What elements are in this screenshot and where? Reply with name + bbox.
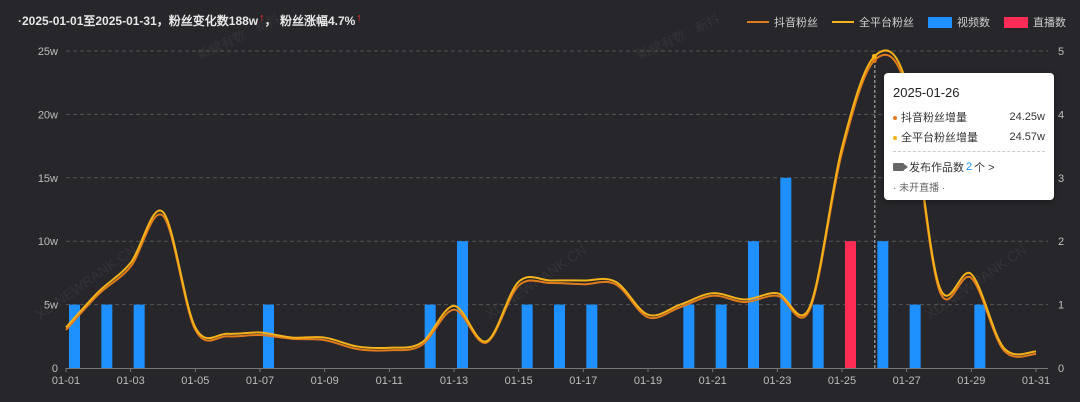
legend-swatch [928, 16, 952, 28]
bar-video[interactable] [974, 304, 986, 368]
tooltip-row-all-platform: 全平台粉丝增量 24.57w [893, 129, 1045, 145]
x-tick-label: 01-01 [52, 375, 80, 387]
x-tick-label: 01-21 [699, 375, 727, 387]
legend-label: 视频数 [957, 17, 990, 29]
bar-video[interactable] [909, 304, 921, 368]
chart-tooltip: 2025-01-26 抖音粉丝增量 24.25w 全平台粉丝增量 24.57w … [884, 73, 1054, 200]
y-left-tick-label: 5w [44, 300, 58, 312]
legend-label: 全平台粉丝 [859, 17, 914, 29]
y-right-tick-label: 5 [1058, 46, 1064, 58]
tooltip-row-douyin: 抖音粉丝增量 24.25w [893, 109, 1045, 125]
summary-sep: ， 粉丝涨幅 [264, 14, 328, 28]
x-tick-label: 01-15 [505, 375, 533, 387]
bar-video[interactable] [748, 241, 759, 368]
y-left-tick-label: 15w [38, 173, 58, 185]
bar-video[interactable] [715, 304, 727, 368]
tooltip-row-label: 抖音粉丝增量 [901, 112, 967, 124]
legend-label: 抖音粉丝 [774, 17, 818, 29]
bar-video[interactable] [877, 241, 889, 368]
tooltip-divider [893, 151, 1045, 152]
series-dot [893, 116, 897, 121]
up-arrow-icon: ↑ [259, 12, 265, 24]
y-right-tick-label: 1 [1058, 300, 1064, 312]
y-right-tick-label: 4 [1058, 109, 1064, 121]
bar-video[interactable] [586, 304, 598, 368]
x-tick-label: 01-05 [181, 375, 209, 387]
y-right-tick-label: 3 [1058, 173, 1064, 185]
x-tick-label: 01-25 [828, 375, 856, 387]
x-tick-label: 01-23 [763, 375, 791, 387]
x-tick-label: 01-31 [1022, 375, 1050, 387]
x-tick-label: 01-19 [634, 375, 662, 387]
works-count: 2 [966, 161, 973, 173]
x-tick-label: 01-07 [246, 375, 274, 387]
legend-label: 直播数 [1033, 17, 1066, 29]
tooltip-date: 2025-01-26 [893, 85, 960, 100]
up-arrow-icon: ↑ [356, 12, 362, 24]
y-left-tick-label: 10w [38, 236, 58, 248]
video-camera-icon [893, 163, 908, 171]
bar-video[interactable] [457, 241, 468, 368]
bar-video[interactable] [683, 304, 695, 368]
x-tick-label: 01-13 [440, 375, 468, 387]
x-tick-label: 01-03 [117, 375, 145, 387]
bar-live[interactable] [845, 241, 856, 368]
tooltip-live-status: · 未开直播 · [893, 183, 946, 194]
tooltip-row-value: 24.57w [1009, 131, 1045, 143]
legend-swatch [1004, 16, 1028, 28]
tooltip-row-value: 24.25w [1009, 111, 1045, 123]
works-label: 发布作品数 [909, 162, 964, 174]
legend-swatch [747, 21, 769, 23]
series-line[interactable] [65, 53, 1037, 358]
x-tick-label: 01-09 [311, 375, 339, 387]
tooltip-works[interactable]: 发布作品数 2 个 > [893, 159, 995, 175]
series-dot [893, 136, 897, 141]
fans-change-value: 188w [228, 14, 259, 28]
y-left-tick-label: 20w [38, 109, 58, 121]
legend-item-all-platform-fans[interactable]: 全平台粉丝 [832, 14, 914, 30]
legend-item-douyin-fans[interactable]: 抖音粉丝 [747, 14, 818, 30]
x-tick-label: 01-29 [957, 375, 985, 387]
y-right-tick-label: 2 [1058, 236, 1064, 248]
y-right-tick-label: 0 [1058, 363, 1064, 375]
chart-legend: 抖音粉丝 全平台粉丝 视频数 直播数 [733, 14, 1066, 30]
bar-video[interactable] [554, 304, 565, 368]
bar-video[interactable] [812, 304, 824, 368]
watermark: 新榜有数 · 新抖 [195, 11, 283, 62]
series-line[interactable] [65, 49, 1037, 356]
legend-swatch [832, 21, 854, 23]
bar-video[interactable] [69, 304, 80, 368]
fans-summary: ·2025-01-01至2025-01-31，粉丝变化数188w↑， 粉丝涨幅4… [18, 12, 362, 29]
x-tick-label: 01-27 [893, 375, 921, 387]
bar-video[interactable] [133, 304, 145, 368]
bar-video[interactable] [101, 304, 113, 368]
summary-range: ·2025-01-01至2025-01-31，粉丝变化数 [18, 14, 229, 28]
y-left-tick-label: 25w [38, 46, 58, 58]
x-tick-label: 01-17 [569, 375, 597, 387]
tooltip-row-label: 全平台粉丝增量 [901, 132, 978, 144]
works-unit: 个 > [974, 162, 995, 174]
x-tick-label: 01-11 [376, 375, 403, 387]
fans-growth-value: 4.7% [327, 14, 356, 28]
bar-video[interactable] [521, 304, 533, 368]
legend-item-live-count[interactable]: 直播数 [1004, 14, 1066, 30]
y-left-tick-label: 0 [52, 363, 58, 375]
watermark: 新榜有数 · 新抖 [635, 11, 723, 62]
legend-item-video-count[interactable]: 视频数 [928, 14, 990, 30]
bar-video[interactable] [780, 177, 792, 368]
hover-point [871, 53, 877, 59]
